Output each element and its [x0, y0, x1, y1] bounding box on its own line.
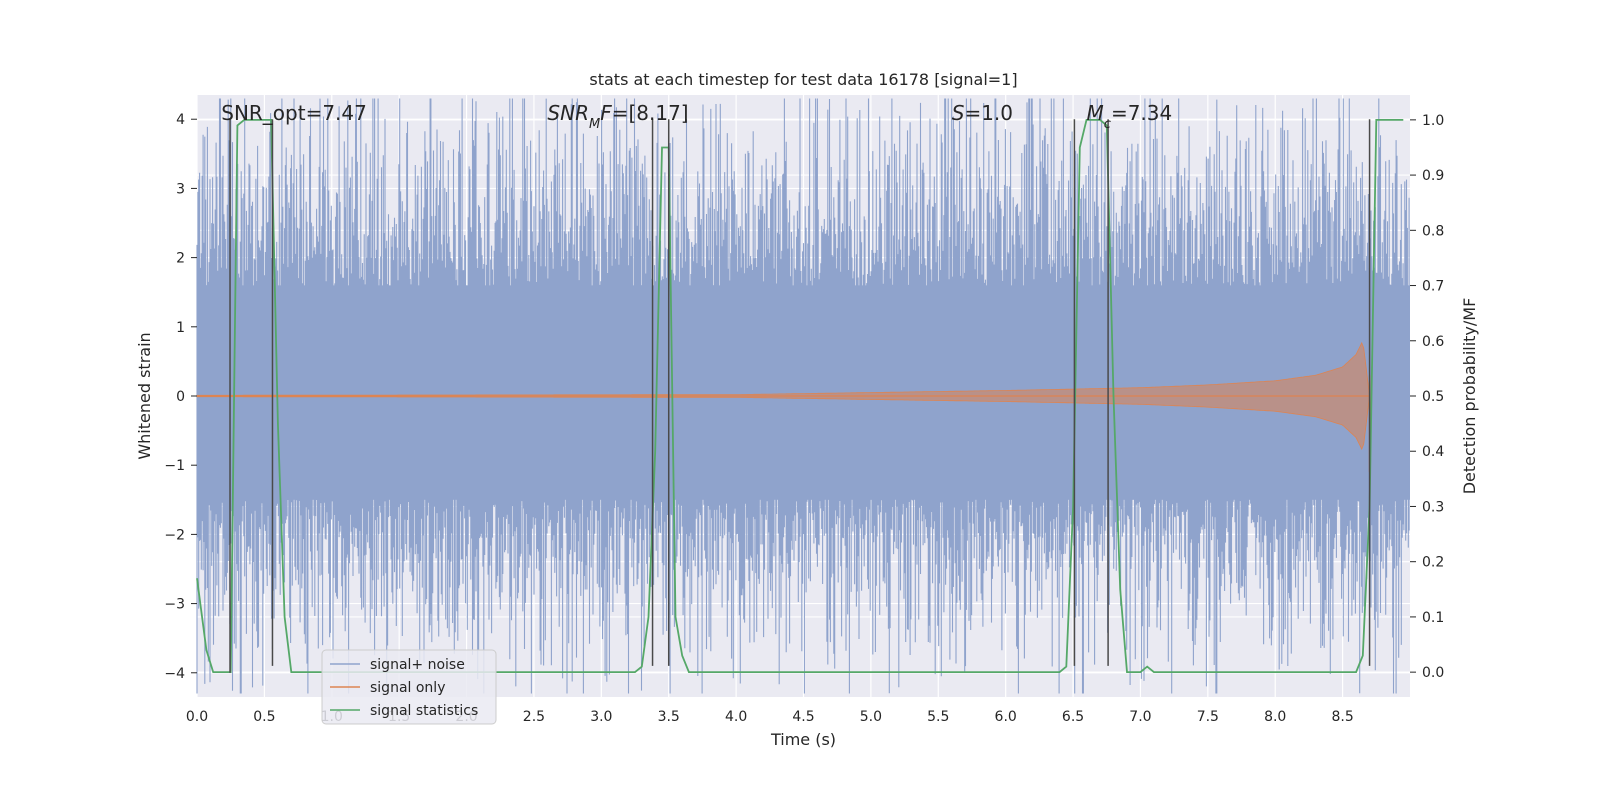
x-tick-label: 5.5: [927, 709, 949, 725]
x-tick-label: 8.5: [1331, 709, 1353, 725]
annotation-text: S=1.0: [952, 101, 1013, 125]
y-left-tick-label: 3: [176, 181, 185, 197]
y-left-tick-label: 0: [176, 389, 185, 405]
y-right-tick-label: 0.6: [1422, 334, 1444, 350]
x-tick-label: 7.5: [1197, 709, 1219, 725]
y-left-tick-label: 2: [176, 251, 185, 267]
x-axis-ticks: 0.00.51.01.52.02.53.03.54.04.55.05.56.06…: [186, 709, 1354, 725]
x-axis-label: Time (s): [770, 730, 836, 749]
y-left-tick-label: −2: [164, 527, 185, 543]
y-left-tick-label: −4: [164, 666, 185, 682]
x-tick-label: 4.0: [725, 709, 747, 725]
y-right-tick-label: 0.3: [1422, 499, 1444, 515]
x-tick-label: 3.0: [590, 709, 612, 725]
x-tick-label: 6.0: [995, 709, 1017, 725]
y-left-tick-label: 4: [176, 112, 185, 128]
x-tick-label: 8.0: [1264, 709, 1286, 725]
statistics-line: [196, 119, 1404, 673]
series-signal-statistics: [196, 119, 1404, 673]
x-tick-label: 7.0: [1129, 709, 1151, 725]
x-tick-label: 5.0: [860, 709, 882, 725]
y-right-tick-label: 0.0: [1422, 665, 1444, 681]
y-right-tick-label: 1.0: [1422, 113, 1444, 129]
y-left-tick-label: −3: [164, 597, 185, 613]
y-right-tick-label: 0.1: [1422, 610, 1444, 626]
y-left-tick-label: 1: [176, 320, 185, 336]
x-tick-label: 2.5: [523, 709, 545, 725]
y-axis-left-ticks: −4 −3 −2 −1 0 1 2 3 4: [164, 112, 197, 682]
legend-box: [321, 649, 497, 725]
y-right-tick-label: 0.7: [1422, 279, 1444, 295]
annotation-text: SNR_opt=7.47: [221, 101, 367, 125]
x-tick-label: 0.5: [253, 709, 275, 725]
y-right-tick-label: 0.5: [1422, 389, 1444, 405]
y-axis-left-label: Whitened strain: [135, 332, 154, 459]
marker-lines: [229, 119, 1371, 673]
legend-label-signal-only: signal only: [370, 680, 445, 696]
chart-title: stats at each timestep for test data 161…: [589, 70, 1017, 89]
y-axis-right-label: Detection probability/MF: [1460, 298, 1479, 495]
legend-label-signal-statistics: signal statistics: [370, 703, 478, 719]
x-tick-label: 0.0: [186, 709, 208, 725]
y-left-tick-label: −1: [164, 458, 185, 474]
y-right-tick-label: 0.9: [1422, 168, 1444, 184]
y-axis-right-ticks: 0.0 0.1 0.2 0.3 0.4 0.5 0.6 0.7 0.8 0.9 1.0: [1410, 113, 1444, 681]
y-right-tick-label: 0.4: [1422, 444, 1444, 460]
x-tick-label: 3.5: [658, 709, 680, 725]
y-right-tick-label: 0.8: [1422, 223, 1444, 239]
x-tick-label: 6.5: [1062, 709, 1084, 725]
x-tick-label: 4.5: [792, 709, 814, 725]
y-right-tick-label: 0.2: [1422, 555, 1444, 571]
legend: signal+ noise signal only signal statist…: [321, 649, 497, 725]
legend-label-signal-noise: signal+ noise: [370, 657, 465, 673]
